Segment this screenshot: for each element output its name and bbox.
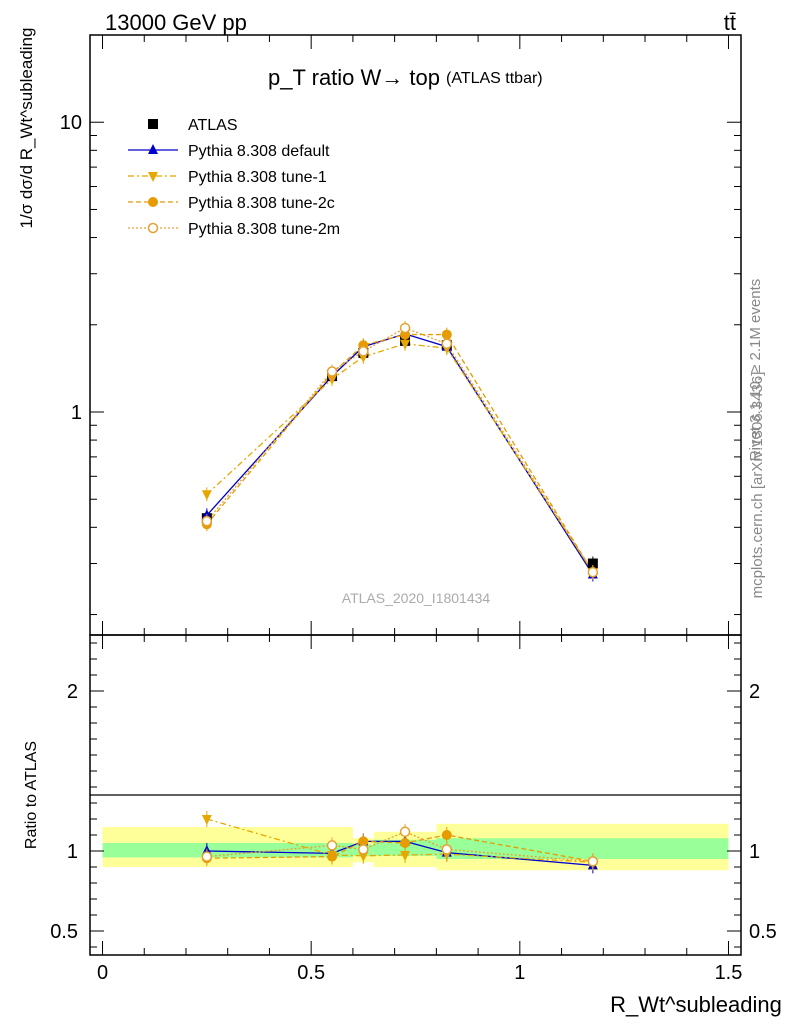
main-point-pythia-8-308-tune-2m — [399, 322, 411, 334]
main-line-pythia-8-308-tune-1 — [206, 343, 594, 573]
ratio-point-pythia-8-308-tune-1 — [201, 815, 212, 825]
main-point-pythia-8-308-tune-2m — [587, 566, 599, 578]
ratio-ytick-label-right: 2 — [749, 681, 760, 703]
main-line-pythia-8-308-tune-2c — [206, 333, 594, 573]
ratio-point-pythia-8-308-tune-2m — [399, 826, 411, 838]
main-point-atlas — [587, 558, 598, 569]
ratio-xtick-label: 0 — [97, 962, 108, 984]
ratio-ytick-label-right: 0.5 — [749, 921, 777, 943]
analysis-id-label: ATLAS_2020_I1801434 — [342, 590, 491, 606]
legend-marker — [147, 222, 159, 234]
ratio-line-pythia-8-308-tune-1 — [206, 818, 593, 863]
ratio-point-pythia-8-308-tune-2m — [358, 844, 369, 855]
legend-entry-label: Pythia 8.308 default — [188, 143, 330, 160]
ratio-xtick-label: 1 — [514, 962, 525, 984]
ratio-y-axis-label: Ratio to ATLAS — [23, 741, 40, 849]
ratio-ytick-label: 0.5 — [50, 921, 78, 943]
ratio-ytick-label: 1 — [67, 841, 78, 863]
header-left-label: 13000 GeV pp — [105, 10, 247, 35]
ratio-point-pythia-8-308-tune-2c — [441, 830, 452, 840]
ratio-point-pythia-8-308-tune-2m — [441, 844, 453, 855]
legend-marker — [148, 119, 158, 129]
legend-entry-label: Pythia 8.308 tune-1 — [188, 169, 327, 186]
side-label-bottom: mcplots.cern.ch [arXiv:1306.3436] — [749, 372, 766, 599]
main-line-pythia-8-308-tune-2m — [206, 327, 594, 573]
ratio-point-pythia-8-308-tune-2c — [327, 851, 338, 862]
main-subtitle: (ATLAS ttbar) — [446, 70, 543, 87]
ratio-xtick-label: 1.5 — [715, 962, 743, 984]
legend-marker — [148, 144, 158, 154]
header-right-label: tt̄ — [724, 10, 736, 35]
main-point-pythia-8-308-tune-2m — [326, 366, 338, 377]
ratio-point-pythia-8-308-tune-2m — [587, 856, 599, 867]
main-panel: p_T ratio W→ top (ATLAS ttbar) 1/σ dσ/d … — [17, 28, 742, 636]
ratio-ytick-label: 2 — [67, 681, 78, 703]
x-axis-label: R_Wt^subleading — [610, 992, 782, 1017]
ratio-point-pythia-8-308-tune-2m — [326, 840, 338, 851]
side-label-top: Rivet 3.1.10, ≥ 2.1M events — [747, 279, 764, 462]
main-ytick-label: 1 — [71, 402, 82, 424]
ratio-frame — [89, 634, 742, 956]
legend-entry-label: Pythia 8.308 tune-2c — [188, 195, 335, 212]
main-point-pythia-8-308-tune-2c — [441, 329, 452, 340]
ratio-line-pythia-8-308-default — [206, 840, 593, 867]
legend: ATLAS Pythia 8.308 default Pythia 8.308 tu… — [128, 117, 340, 238]
main-point-pythia-8-308-tune-2m — [358, 346, 369, 357]
legend-marker — [148, 172, 158, 182]
main-point-pythia-8-308-tune-1 — [201, 490, 212, 501]
main-point-pythia-8-308-tune-1 — [400, 339, 411, 350]
ratio-line-pythia-8-308-tune-2m — [206, 831, 593, 863]
main-ytick-label: 10 — [60, 112, 82, 134]
legend-entry-label: ATLAS — [188, 117, 238, 134]
legend-entry-label: Pythia 8.308 tune-2m — [188, 221, 340, 238]
ratio-point-pythia-8-308-tune-1 — [400, 851, 411, 861]
ratio-point-pythia-8-308-tune-2m — [201, 851, 213, 862]
ratio-ytick-label-right: 1 — [749, 841, 760, 863]
ratio-band-inner — [102, 843, 353, 858]
main-y-axis-label: 1/σ dσ/d R_Wt^subleading — [17, 28, 36, 229]
main-point-pythia-8-308-tune-2m — [201, 515, 213, 527]
ratio-xtick-label: 0.5 — [297, 962, 325, 984]
main-point-pythia-8-308-tune-2m — [441, 338, 453, 350]
main-title: p_T ratio W→ top — [268, 65, 440, 90]
ratio-point-pythia-8-308-tune-2c — [400, 838, 411, 848]
ratio-line-pythia-8-308-tune-2c — [206, 834, 593, 863]
ratio-band-inner — [436, 838, 729, 859]
legend-marker — [148, 197, 158, 207]
ratio-panel: Ratio to ATLAS 0.5 0.5 1 1 2 2 0 0.5 1 1.5 R_Wt^… — [23, 35, 782, 1017]
